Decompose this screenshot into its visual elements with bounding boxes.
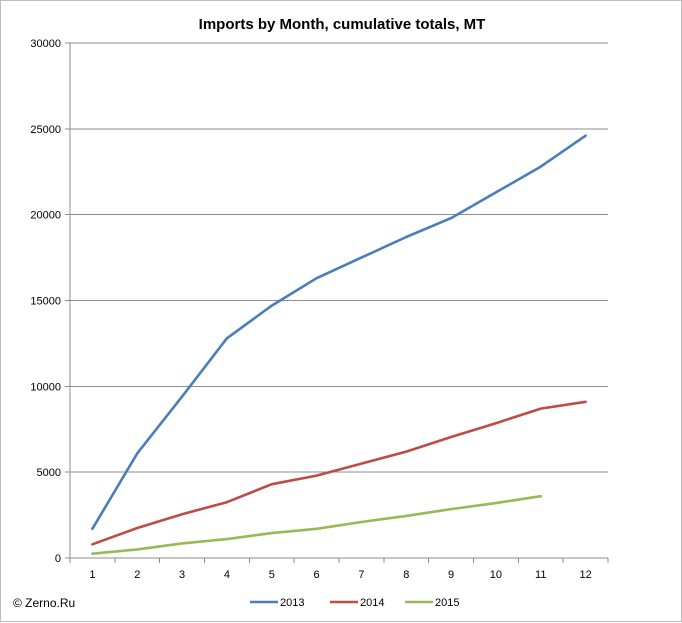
y-tick-label: 0	[55, 553, 61, 565]
series-lines	[91, 134, 587, 556]
y-tick-label: 25000	[30, 124, 61, 136]
x-tick-label: 11	[535, 569, 546, 581]
axes	[65, 42, 609, 563]
x-tick-label: 3	[179, 569, 185, 581]
x-tick-label: 12	[579, 569, 591, 581]
y-tick-label: 20000	[30, 210, 61, 222]
y-tick-label: 15000	[30, 296, 61, 308]
legend-label-2014: 2014	[360, 597, 384, 609]
x-tick-label: 6	[314, 569, 320, 581]
copyright-text: © Zerno.Ru	[13, 596, 75, 610]
x-tick-label: 2	[134, 569, 140, 581]
y-tick-label: 30000	[30, 38, 61, 50]
series-line-2015	[91, 494, 543, 556]
gridlines	[70, 42, 608, 473]
x-tick-label: 8	[403, 569, 409, 581]
x-tick-label: 4	[224, 569, 230, 581]
y-tick-label: 5000	[37, 467, 61, 479]
y-axis-tick-labels: 0 5000 10000 15000 20000 25000 30000	[30, 38, 61, 565]
legend: 2013 2014 2015	[250, 597, 459, 609]
x-axis-tick-labels: 1 2 3 4 5 6 7 8 9 10 11 12	[89, 569, 591, 581]
x-tick-label: 1	[89, 569, 95, 581]
y-tick-label: 10000	[30, 381, 61, 393]
x-tick-label: 10	[490, 569, 502, 581]
x-tick-label: 9	[448, 569, 454, 581]
legend-label-2013: 2013	[280, 597, 304, 609]
chart-title: Imports by Month, cumulative totals, MT	[199, 16, 486, 33]
x-tick-label: 7	[358, 569, 364, 581]
x-tick-label: 5	[269, 569, 275, 581]
series-line-2013	[91, 134, 587, 531]
legend-label-2015: 2015	[435, 597, 459, 609]
series-line-2014	[91, 400, 587, 546]
